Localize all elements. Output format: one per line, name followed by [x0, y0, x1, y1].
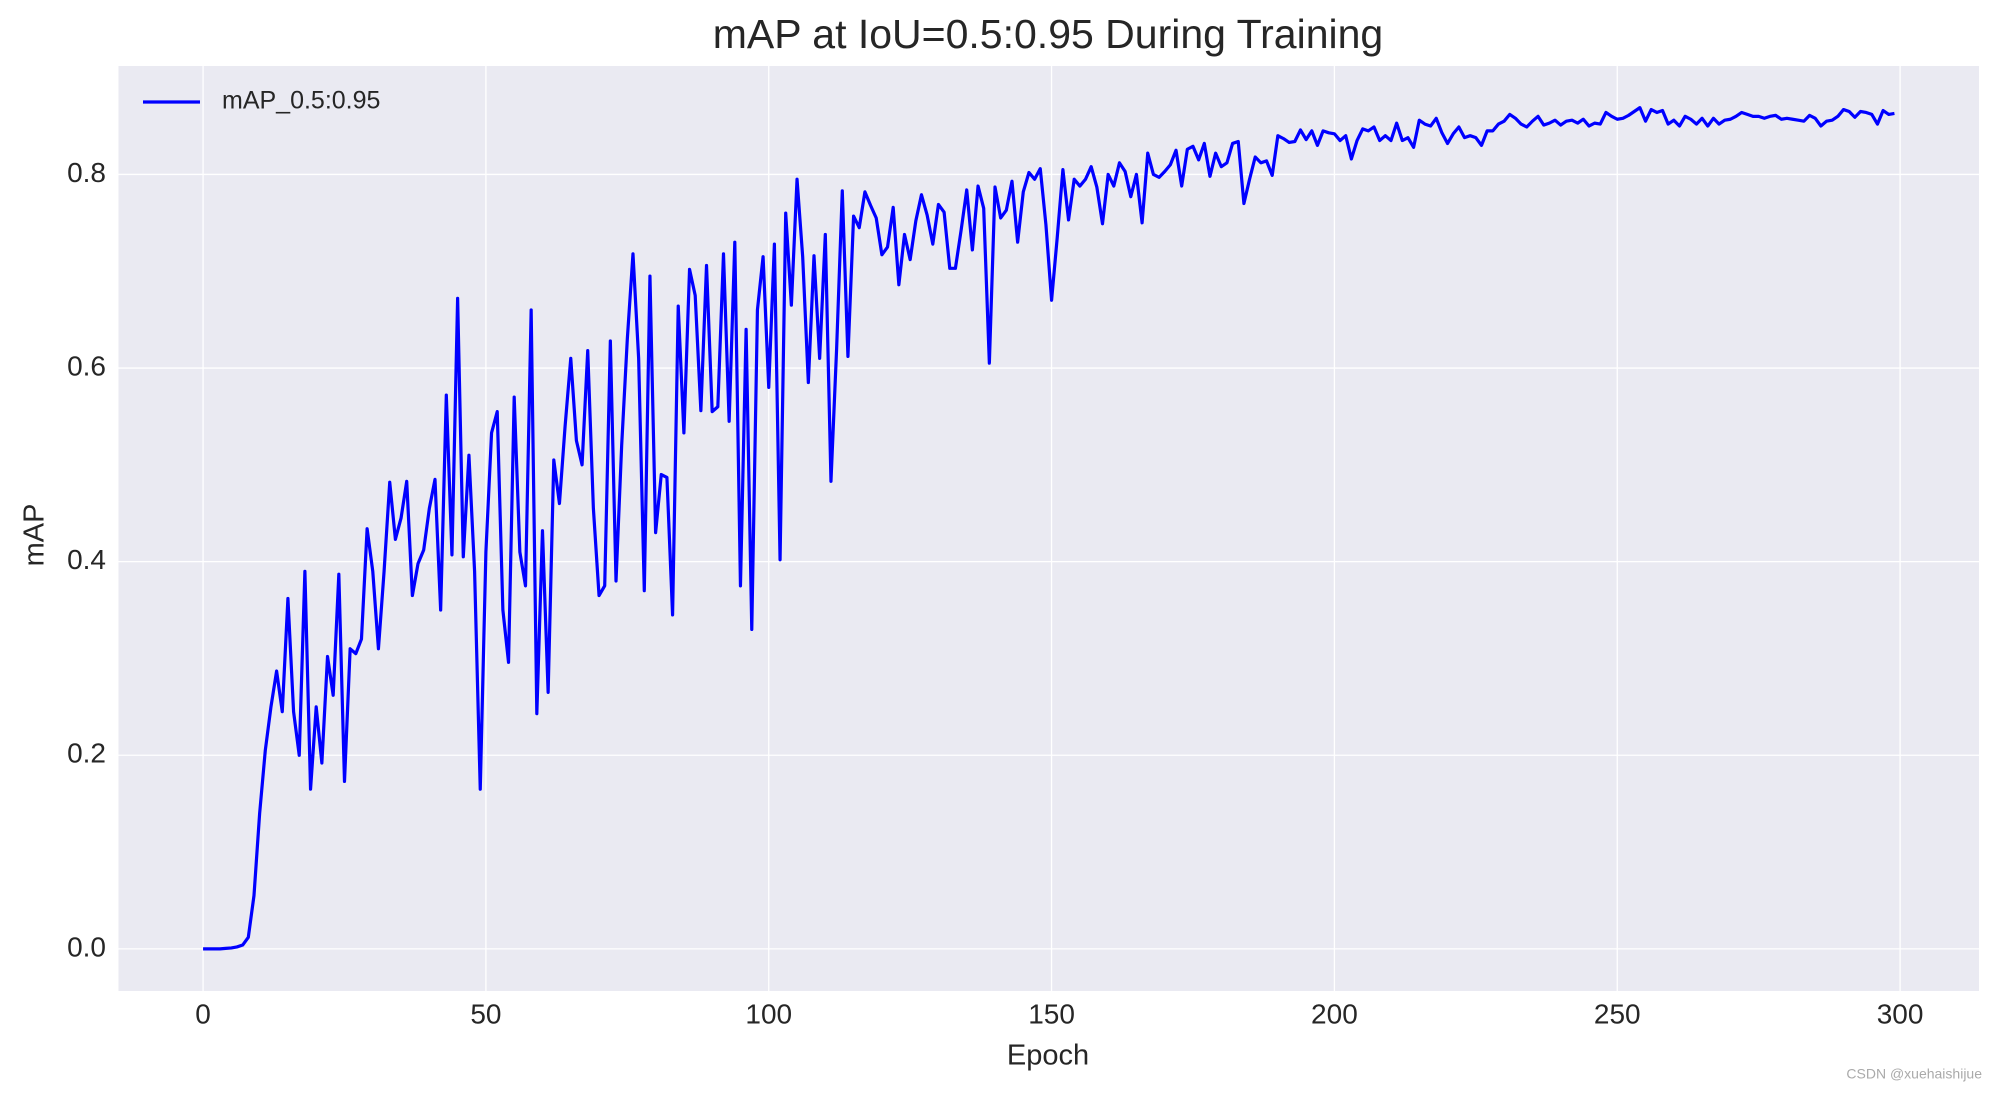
x-tick-label: 200	[1311, 998, 1358, 1029]
x-tick-label: 300	[1877, 998, 1924, 1029]
x-tick-label: 50	[470, 998, 501, 1029]
legend-label: mAP_0.5:0.95	[222, 87, 380, 115]
plot-background	[118, 66, 1979, 991]
y-tick-label: 0.2	[67, 738, 106, 769]
x-axis-label: Epoch	[1007, 1040, 1089, 1072]
y-tick-label: 0.8	[67, 157, 106, 188]
x-tick-label: 250	[1594, 998, 1641, 1029]
data-line	[203, 106, 1895, 951]
watermark: CSDN @xuehaishijue	[1846, 1066, 1982, 1082]
x-tick-label: 150	[1028, 998, 1075, 1029]
chart-title: mAP at IoU=0.5:0.95 During Training	[713, 11, 1383, 57]
y-tick-label: 0.0	[67, 931, 106, 962]
x-tick-label: 100	[745, 998, 792, 1029]
x-tick-label: 0	[195, 998, 211, 1029]
y-tick-label: 0.4	[67, 544, 106, 575]
y-axis-label: mAP	[19, 504, 51, 567]
y-tick-label: 0.6	[67, 350, 106, 381]
